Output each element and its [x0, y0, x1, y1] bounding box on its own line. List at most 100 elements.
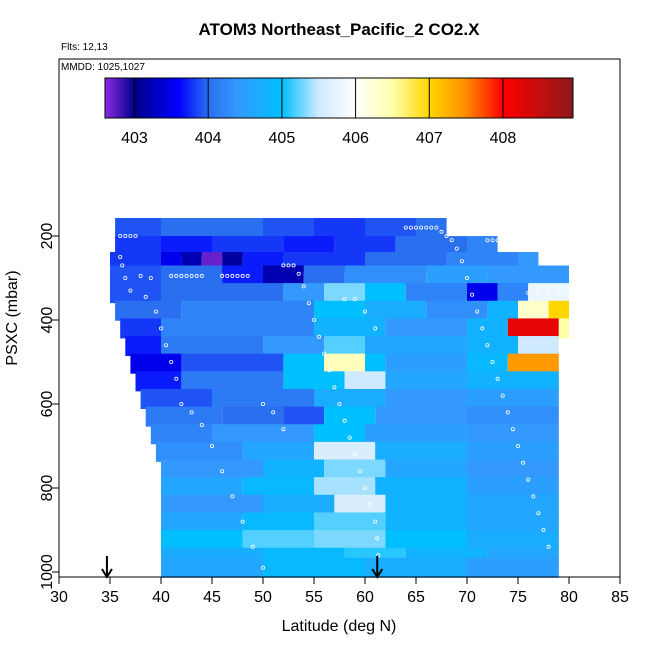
curtain-cell: [426, 300, 488, 321]
curtain-cell: [212, 236, 284, 257]
x-tick-label: 70: [458, 589, 476, 606]
track-point: [286, 263, 291, 268]
track-point: [332, 385, 337, 390]
curtain-cell: [140, 388, 212, 409]
x-tick-label: 45: [203, 589, 221, 606]
track-point: [153, 309, 158, 314]
curtain-cell: [467, 283, 498, 304]
curtain-cell: [222, 265, 263, 286]
track-point: [225, 273, 230, 278]
curtain-cell: [135, 371, 182, 392]
track-point: [459, 259, 464, 264]
curtain-cell: [303, 265, 345, 286]
track-point: [342, 418, 347, 423]
curtain-cell: [365, 300, 427, 321]
y-axis-label: PSXC (mbar): [4, 270, 21, 365]
x-tick-label: 80: [560, 589, 578, 606]
track-point: [429, 225, 434, 230]
curtain-cell: [558, 318, 569, 339]
track-point: [373, 519, 378, 524]
curtain-cell: [385, 318, 467, 339]
curtain-cell: [324, 459, 386, 480]
curtain-cell: [467, 477, 559, 498]
curtain-cell: [161, 265, 223, 286]
track-point: [169, 359, 174, 364]
curtain-cell: [263, 494, 335, 515]
curtain-cell: [263, 218, 314, 239]
curtain-cell: [365, 336, 467, 357]
track-point: [148, 275, 153, 280]
track-point: [245, 273, 250, 278]
colorbar: [104, 77, 574, 119]
track-point: [296, 271, 301, 276]
curtain-cell: [212, 424, 314, 445]
x-tick-label: 40: [152, 589, 170, 606]
track-point: [342, 296, 347, 301]
track-point: [495, 376, 500, 381]
curtain-cell: [467, 441, 559, 462]
curtain-cell: [161, 512, 243, 533]
colorbar-tick-label: 405: [269, 130, 296, 147]
y-tick-label: 600: [39, 391, 56, 418]
track-point: [317, 334, 322, 339]
track-point: [281, 263, 286, 268]
curtain-cell: [324, 406, 376, 427]
curtain-cell: [385, 530, 467, 551]
track-point: [536, 511, 541, 516]
track-point: [490, 359, 495, 364]
track-point: [521, 460, 526, 465]
track-point: [179, 401, 184, 406]
curtain-cell: [283, 353, 325, 374]
curtain-cell: [161, 557, 263, 578]
colorbar-tick-label: 404: [195, 130, 222, 147]
dates-annotation: MMDD: 1025,1027: [61, 62, 145, 73]
curtain-cell: [115, 236, 161, 257]
track-point: [413, 225, 418, 230]
track-point: [128, 233, 133, 238]
track-point: [133, 233, 138, 238]
track-point: [174, 376, 179, 381]
track-point: [362, 485, 367, 490]
curtain-cell: [263, 557, 365, 578]
colorbar-tick-label: 408: [490, 130, 517, 147]
track-point: [526, 477, 531, 482]
curtain-cell: [283, 236, 335, 257]
curtain-cell: [181, 371, 284, 392]
x-tick-label: 75: [509, 589, 527, 606]
curtain-cell: [467, 557, 559, 578]
track-point: [230, 494, 235, 499]
curtain-cell: [314, 424, 365, 445]
curtain-cell: [467, 406, 559, 427]
track-point: [189, 410, 194, 415]
curtain-cell: [426, 265, 488, 286]
curtain-cell: [115, 218, 161, 239]
curtain-cell: [161, 336, 263, 357]
curtain-cell: [150, 424, 212, 445]
track-point: [184, 273, 189, 278]
curtain-cell: [487, 265, 569, 286]
colorbar-tick-label: 403: [121, 130, 148, 147]
track-point: [169, 273, 174, 278]
track-point: [128, 288, 133, 293]
curtain-cell: [375, 406, 467, 427]
curtain-cell: [385, 494, 467, 515]
curtain-cell: [467, 494, 559, 515]
track-point: [357, 469, 362, 474]
track-point: [375, 536, 380, 541]
curtain-cell: [375, 441, 467, 462]
curtain-cell: [467, 388, 559, 409]
curtain-cell: [467, 353, 508, 374]
track-point: [403, 225, 408, 230]
track-point: [118, 233, 123, 238]
track-point: [373, 326, 378, 331]
curtain-cell: [518, 300, 549, 321]
curtain-cell: [365, 557, 467, 578]
curtain-cell: [283, 406, 325, 427]
track-point: [194, 273, 199, 278]
curtain-cell: [145, 406, 223, 427]
curtain-cell: [242, 512, 314, 533]
arrow-head: [371, 568, 384, 579]
track-point: [347, 435, 352, 440]
curtain-cell: [125, 336, 161, 357]
track-point: [464, 275, 469, 280]
